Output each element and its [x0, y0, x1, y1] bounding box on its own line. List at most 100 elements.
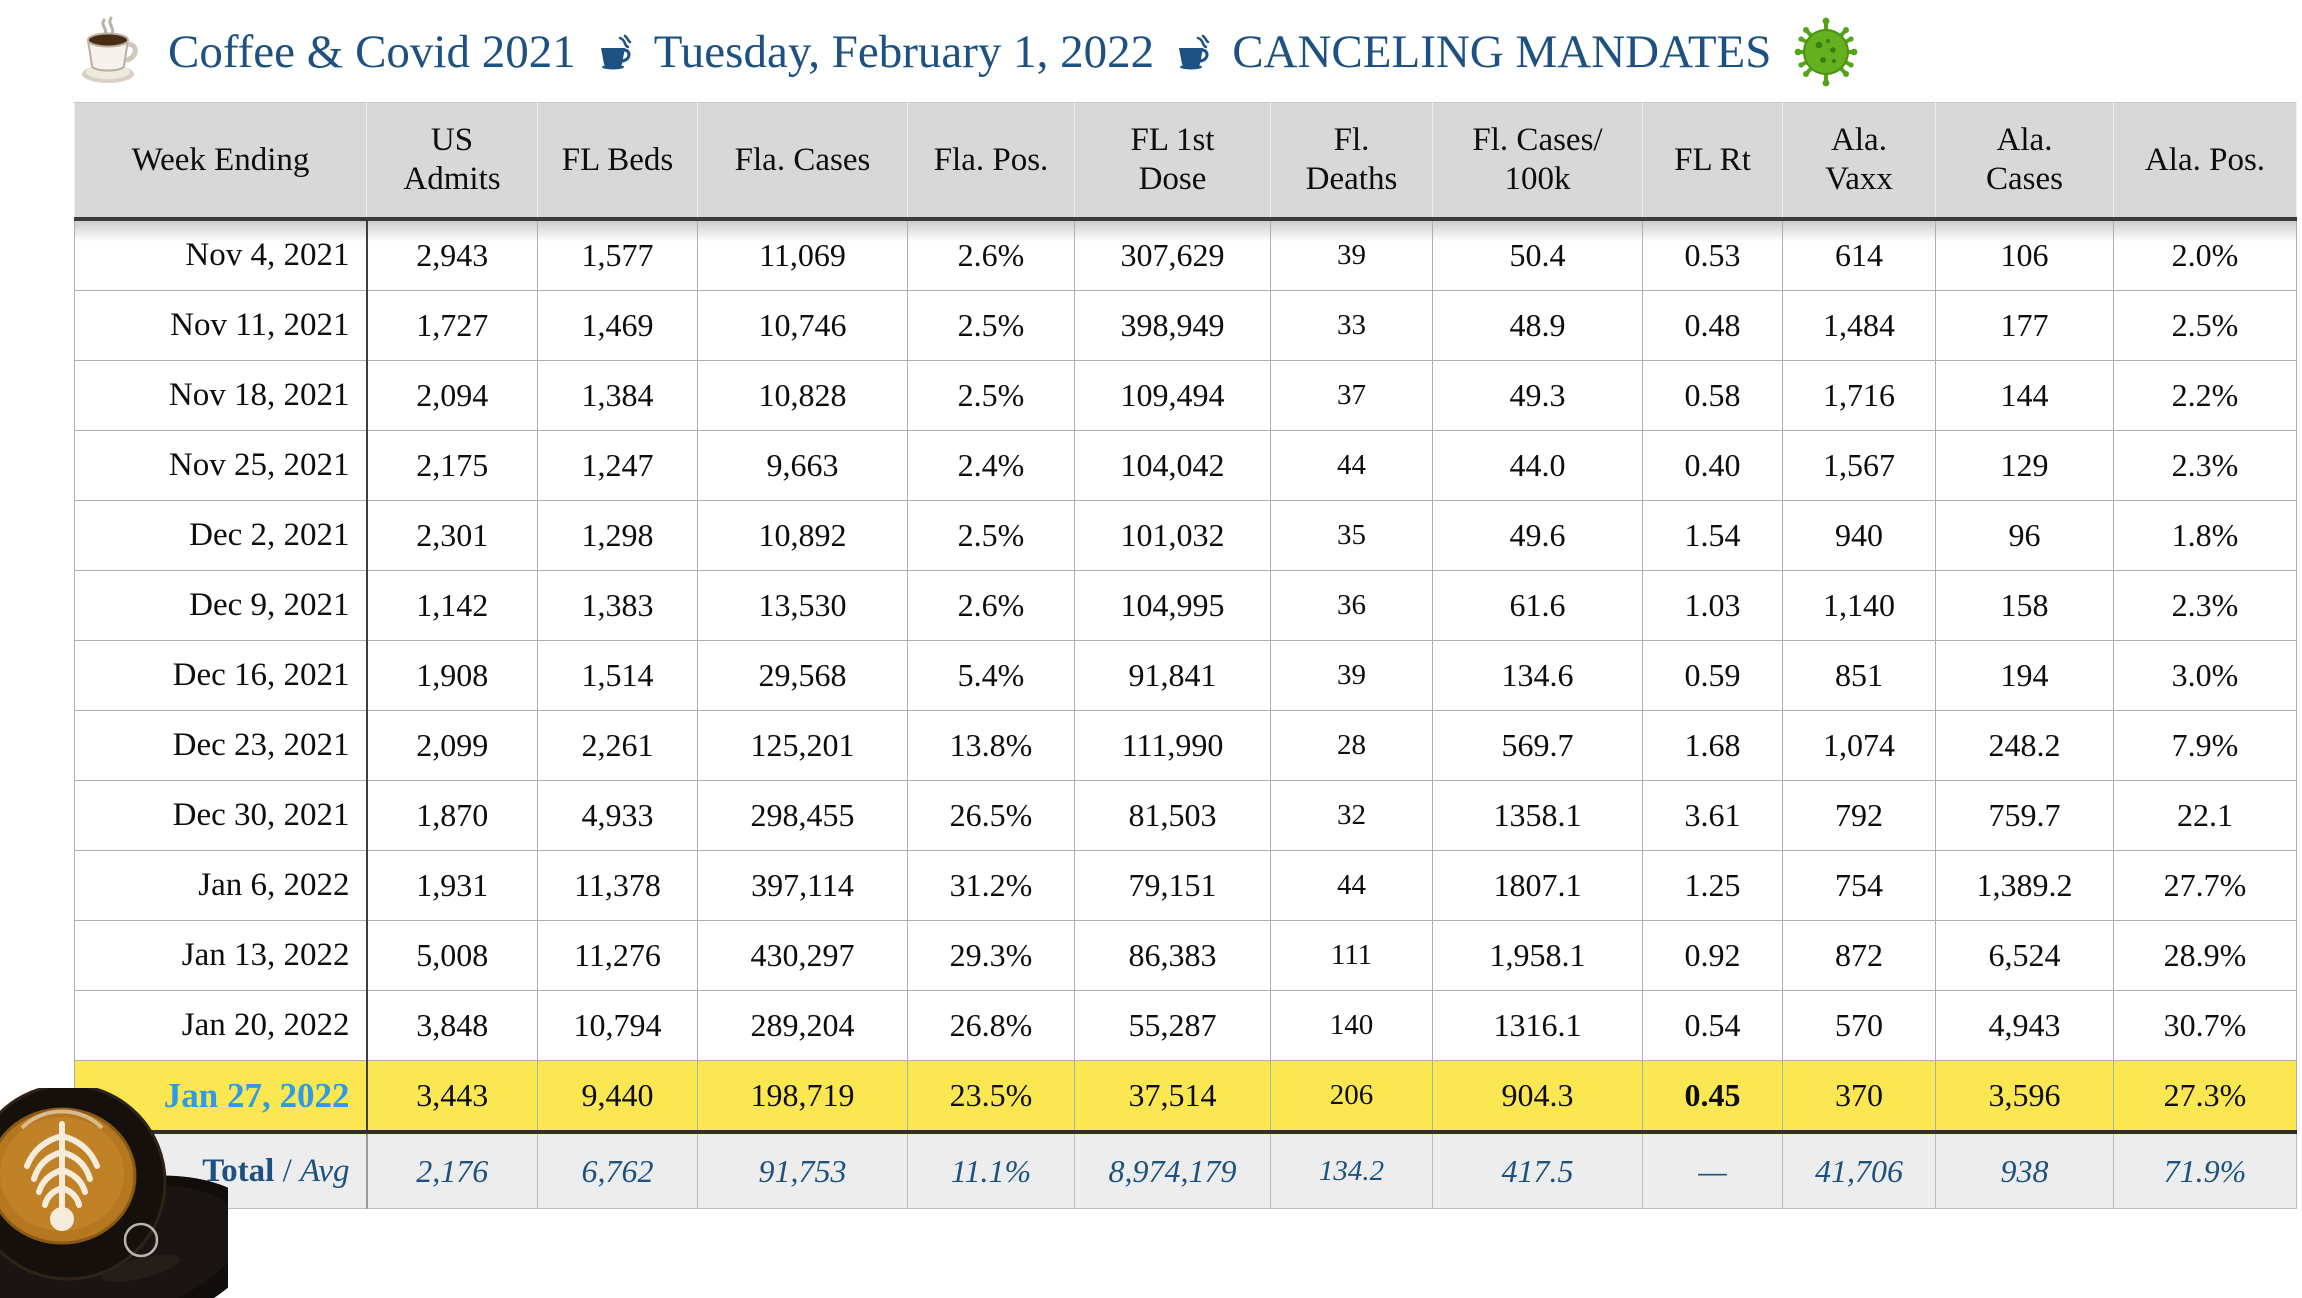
data-cell: 1,716 — [1782, 360, 1936, 431]
data-cell: 194 — [1935, 640, 2114, 711]
data-cell: 0.92 — [1642, 920, 1783, 991]
data-cell: 10,828 — [697, 360, 908, 431]
data-cell: 11,276 — [537, 920, 698, 991]
data-cell: 5,008 — [366, 920, 538, 991]
data-cell: 26.5% — [907, 780, 1075, 851]
data-cell: 1316.1 — [1432, 990, 1643, 1061]
data-cell: 569.7 — [1432, 710, 1643, 781]
page-title: Coffee & Covid 2021 Tuesday, February 1,… — [62, 8, 2302, 96]
data-cell: 3,596 — [1935, 1060, 2114, 1133]
data-cell: 1.8% — [2113, 500, 2297, 571]
data-cell: 1,384 — [537, 360, 698, 431]
data-cell: 2.5% — [907, 500, 1075, 571]
table-row: Dec 2, 2021 2,301 1,298 10,892 2.5% 101,032 35… — [74, 500, 2297, 571]
data-cell: 792 — [1782, 780, 1936, 851]
data-cell: 177 — [1935, 290, 2114, 361]
data-cell: 2,099 — [366, 710, 538, 781]
total-data-cell: 6,762 — [537, 1131, 698, 1209]
data-cell: 206 — [1270, 1060, 1433, 1133]
table-row: Dec 23, 2021 2,099 2,261 125,201 13.8% 111,99… — [74, 710, 2297, 781]
total-data-cell: 2,176 — [366, 1131, 538, 1209]
data-cell: 31.2% — [907, 850, 1075, 921]
data-cell: 1.54 — [1642, 500, 1783, 571]
week-ending-cell: Nov 18, 2021 — [74, 360, 368, 431]
data-cell: 44.0 — [1432, 430, 1643, 501]
data-cell: 10,892 — [697, 500, 908, 571]
data-cell: 104,042 — [1074, 430, 1271, 501]
data-cell: 1,567 — [1782, 430, 1936, 501]
data-cell: 397,114 — [697, 850, 908, 921]
total-label-part: Avg — [300, 1152, 350, 1189]
data-cell: 298,455 — [697, 780, 908, 851]
data-cell: 39 — [1270, 218, 1433, 291]
data-cell: 0.54 — [1642, 990, 1783, 1061]
week-ending-cell: Dec 23, 2021 — [74, 710, 368, 781]
table-row: Nov 4, 2021 2,943 1,577 11,069 2.6% 307,629 39… — [74, 218, 2297, 291]
total-data-cell: — — [1642, 1131, 1783, 1209]
column-header-us-admits: US Admits — [366, 102, 538, 220]
table-row: Jan 13, 2022 5,008 11,276 430,297 29.3% 86,38… — [74, 920, 2297, 991]
column-header-fl-rt: FL Rt — [1642, 102, 1783, 220]
data-cell: 61.6 — [1432, 570, 1643, 641]
data-cell: 940 — [1782, 500, 1936, 571]
table-row: Nov 18, 2021 2,094 1,384 10,828 2.5% 109,494 3… — [74, 360, 2297, 431]
data-cell: 1,577 — [537, 218, 698, 291]
coffee-separator-icon — [598, 34, 632, 70]
data-cell: 1.25 — [1642, 850, 1783, 921]
total-data-cell: 8,974,179 — [1074, 1131, 1271, 1209]
data-cell: 2.6% — [907, 218, 1075, 291]
data-cell: 398,949 — [1074, 290, 1271, 361]
table-row-total: Total / Avg 2,176 6,762 91,753 11.1% 8,974,17… — [74, 1131, 2297, 1209]
data-cell: 430,297 — [697, 920, 908, 991]
column-header-week-ending: Week Ending — [74, 102, 367, 220]
data-cell: 81,503 — [1074, 780, 1271, 851]
data-cell: 111 — [1270, 920, 1433, 991]
data-cell: 37 — [1270, 360, 1433, 431]
title-date: Tuesday, February 1, 2022 — [653, 26, 1155, 78]
column-header-fl-cases-100k: Fl. Cases/ 100k — [1432, 102, 1643, 220]
table-row: Dec 9, 2021 1,142 1,383 13,530 2.6% 104,995 36… — [74, 570, 2297, 641]
data-cell: 1,383 — [537, 570, 698, 641]
data-cell: 2.5% — [907, 290, 1075, 361]
data-cell: 1807.1 — [1432, 850, 1643, 921]
data-cell: 0.40 — [1642, 430, 1783, 501]
data-cell: 91,841 — [1074, 640, 1271, 711]
column-header-fl-1st-dose: FL 1st Dose — [1074, 102, 1271, 220]
data-cell: 3.61 — [1642, 780, 1783, 851]
data-cell: 2.4% — [907, 430, 1075, 501]
data-cell: 2,094 — [366, 360, 538, 431]
data-cell: 29.3% — [907, 920, 1075, 991]
title-main: Coffee & Covid 2021 — [168, 26, 576, 78]
column-header-fl-beds: FL Beds — [537, 102, 698, 220]
data-cell: 4,943 — [1935, 990, 2114, 1061]
table-row: Jan 6, 2022 1,931 11,378 397,114 31.2% 79,151… — [74, 850, 2297, 921]
week-ending-cell: Dec 2, 2021 — [74, 500, 368, 571]
week-ending-cell: Jan 20, 2022 — [74, 990, 368, 1061]
data-cell: 32 — [1270, 780, 1433, 851]
data-cell: 86,383 — [1074, 920, 1271, 991]
data-cell: 11,069 — [697, 218, 908, 291]
table-row-highlighted: Jan 27, 2022 3,443 9,440 198,719 23.5% 37,514… — [74, 1060, 2297, 1133]
data-cell: 759.7 — [1935, 780, 2114, 851]
table-body: Nov 4, 2021 2,943 1,577 11,069 2.6% 307,629 39… — [74, 218, 2297, 1209]
data-cell: 28.9% — [2113, 920, 2297, 991]
data-cell: 101,032 — [1074, 500, 1271, 571]
data-cell: 35 — [1270, 500, 1433, 571]
data-cell: 109,494 — [1074, 360, 1271, 431]
table-row: Dec 30, 2021 1,870 4,933 298,455 26.5% 81,503… — [74, 780, 2297, 851]
data-cell: 1,484 — [1782, 290, 1936, 361]
data-cell: 48.9 — [1432, 290, 1643, 361]
data-cell: 111,990 — [1074, 710, 1271, 781]
data-cell: 2.5% — [907, 360, 1075, 431]
data-cell: 29,568 — [697, 640, 908, 711]
data-cell: 6,524 — [1935, 920, 2114, 991]
data-cell: 2,943 — [366, 218, 538, 291]
data-cell: 1,247 — [537, 430, 698, 501]
data-cell: 2.6% — [907, 570, 1075, 641]
data-cell: 158 — [1935, 570, 2114, 641]
data-cell: 1,931 — [366, 850, 538, 921]
data-cell: 49.6 — [1432, 500, 1643, 571]
data-cell: 1,727 — [366, 290, 538, 361]
data-cell: 872 — [1782, 920, 1936, 991]
data-cell: 140 — [1270, 990, 1433, 1061]
